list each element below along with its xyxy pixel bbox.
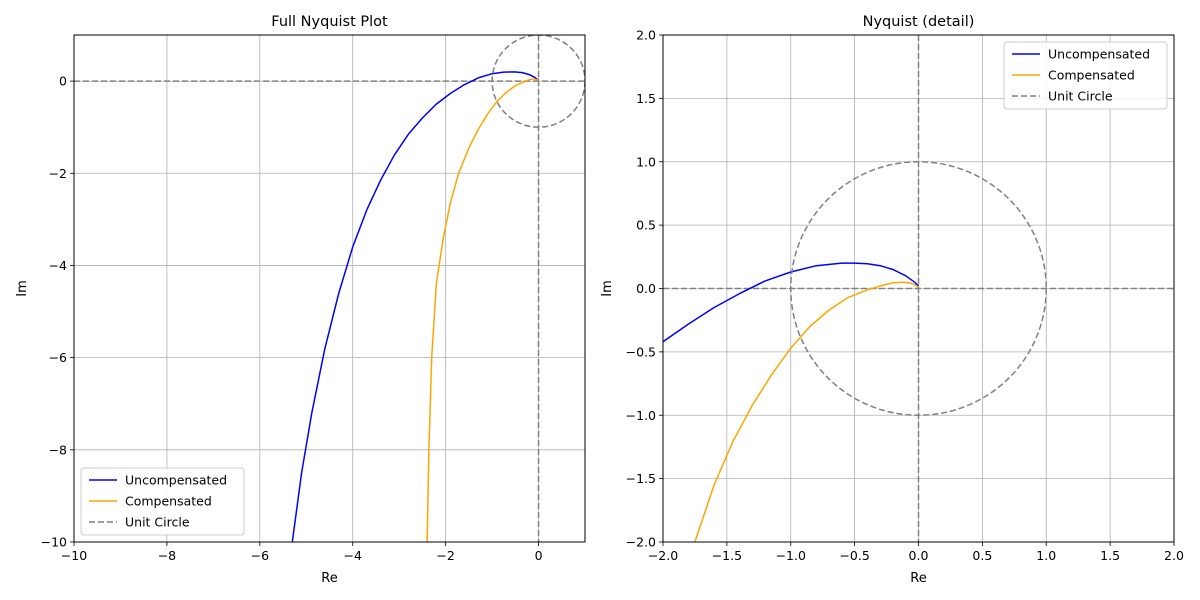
y-axis-label: Im [600, 280, 615, 297]
series-compensated [694, 281, 919, 542]
x-axis-label: Re [321, 571, 337, 586]
nyquist-detail-panel: −2.0 −1.5 −1.0 −0.5 0.0 0.5 1.0 1.5 2.0 −2.0 −1.5 −… [600, 14, 1184, 586]
x-tick-label: −2.0 [648, 548, 678, 563]
x-tick-label: 0.5 [972, 548, 992, 563]
data-layer [74, 35, 585, 542]
y-tick-label: −1.0 [626, 408, 656, 423]
x-tick-label: 0.0 [909, 548, 929, 563]
y-tick-label: 1.0 [636, 154, 656, 169]
x-tick-label: −0.5 [839, 548, 869, 563]
x-tick-label: 1.5 [1100, 548, 1120, 563]
full-nyquist-panel: −10 −8 −6 −4 −2 0 −10 −8 −6 −4 −2 0 Full Nyquist Plo… [15, 14, 586, 586]
grid [73, 35, 585, 543]
series-unit-circle [790, 161, 1047, 416]
y-tick-label: 1.5 [636, 91, 656, 106]
x-tick-label: −6 [251, 548, 269, 563]
x-tick-label: 1.0 [1036, 548, 1056, 563]
x-tick-label: −8 [158, 548, 176, 563]
chart-title: Full Nyquist Plot [271, 14, 388, 30]
y-tick-label: −2.0 [626, 535, 656, 550]
legend-label: Compensated [125, 494, 212, 509]
x-tick-label: −2 [436, 548, 454, 563]
chart-title: Nyquist (detail) [863, 14, 975, 30]
series-uncompensated [291, 71, 539, 542]
legend: Uncompensated Compensated Unit Circle [80, 467, 245, 536]
y-tick-label: 0 [59, 74, 67, 89]
y-tick-label: −6 [49, 350, 67, 365]
axes-frame [73, 34, 586, 543]
legend: Uncompensated Compensated Unit Circle [1003, 41, 1168, 110]
y-tick-label: 2.0 [636, 28, 656, 43]
y-axis-label: Im [15, 280, 30, 297]
legend-label: Unit Circle [125, 515, 190, 530]
y-tick-label: −2 [49, 166, 67, 181]
legend-label: Unit Circle [1048, 89, 1113, 104]
x-tick-label: 0 [535, 548, 543, 563]
data-layer [663, 35, 1174, 542]
legend-label: Uncompensated [125, 473, 227, 488]
legend-box [80, 467, 245, 536]
x-tick-label: −1.5 [712, 548, 742, 563]
y-tick-label: 0.0 [636, 281, 656, 296]
y-tick-label: 0.5 [636, 218, 656, 233]
x-tick-label: −10 [61, 548, 87, 563]
legend-box [1003, 41, 1168, 110]
legend-label: Compensated [1048, 68, 1135, 83]
series-uncompensated [663, 262, 920, 343]
x-axis-label: Re [910, 571, 926, 586]
x-tick-label: −4 [344, 548, 362, 563]
y-tick-label: −0.5 [626, 344, 656, 359]
y-tick-label: −10 [41, 535, 67, 550]
legend-label: Uncompensated [1048, 47, 1150, 62]
y-tick-label: −8 [49, 442, 67, 457]
y-tick-label: −1.5 [626, 471, 656, 486]
x-tick-label: −1.0 [776, 548, 806, 563]
x-tick-label: 2.0 [1164, 548, 1184, 563]
series-compensated [426, 78, 539, 542]
y-tick-label: −4 [49, 258, 67, 273]
